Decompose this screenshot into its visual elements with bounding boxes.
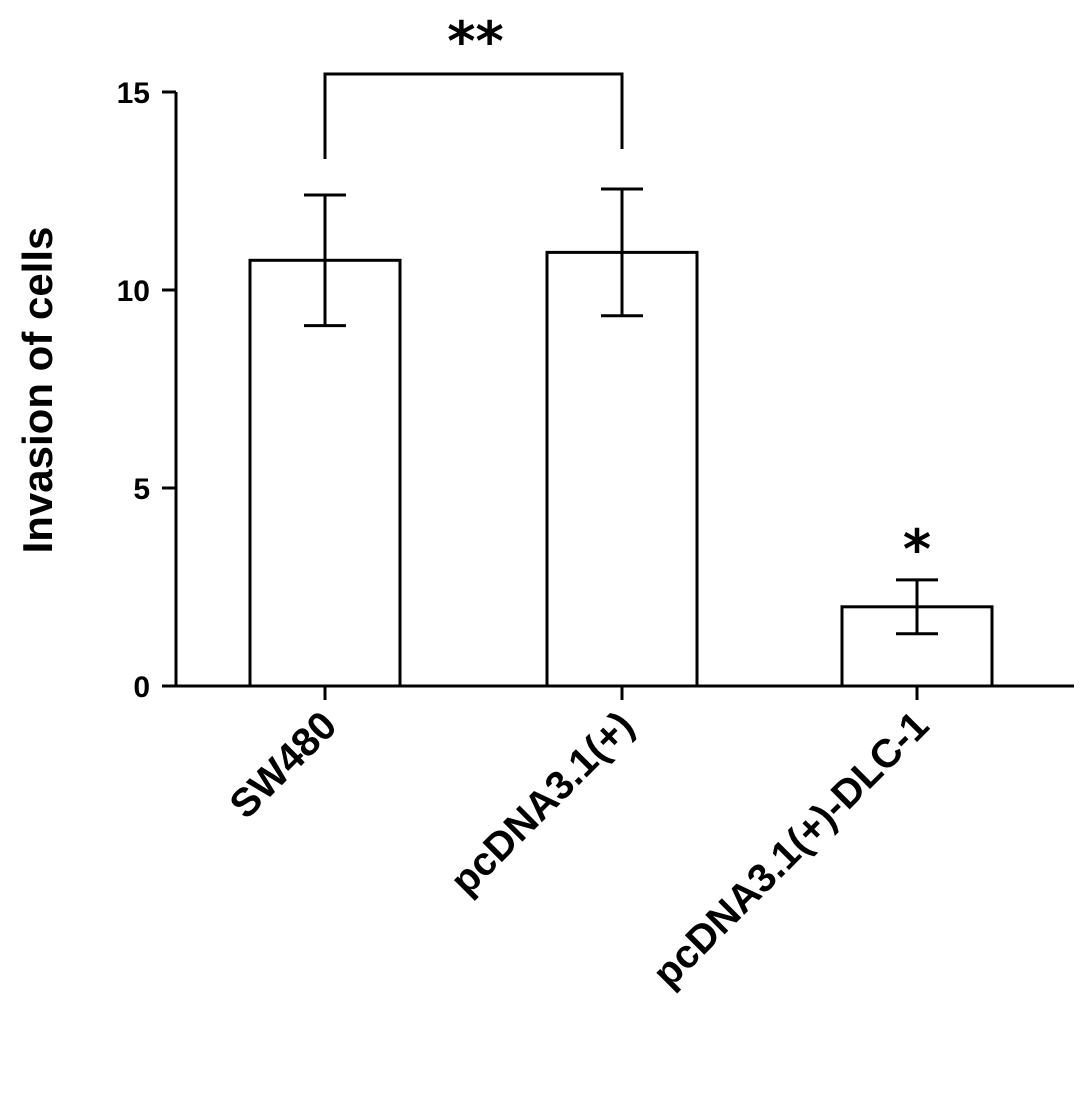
significance-label-bar-2: * — [903, 518, 931, 581]
bars-group — [248, 250, 994, 688]
x-tick-label-1: pcDNA3.1(+) — [442, 703, 642, 903]
y-tick-label-0: 0 — [133, 671, 150, 704]
bar-1 — [545, 250, 699, 688]
annotations-group: *** — [323, 10, 931, 581]
significance-label-bracket: ** — [447, 10, 503, 73]
significance-bracket — [323, 72, 624, 159]
bar-0 — [248, 258, 402, 688]
y-tick-label-3: 15 — [117, 77, 150, 110]
x-tick-label-0: SW480 — [221, 703, 345, 827]
error-bars-group — [304, 187, 938, 636]
y-axis-title: Invasion of cells — [14, 227, 61, 554]
x-ticks-group: SW480 pcDNA3.1(+) pcDNA3.1(+)-DLC-1 — [221, 686, 937, 996]
y-ticks-group: 0 5 10 15 — [117, 77, 176, 704]
y-tick-label-1: 5 — [133, 473, 150, 506]
x-tick-label-2: pcDNA3.1(+)-DLC-1 — [645, 703, 938, 996]
y-tick-label-2: 10 — [117, 275, 150, 308]
